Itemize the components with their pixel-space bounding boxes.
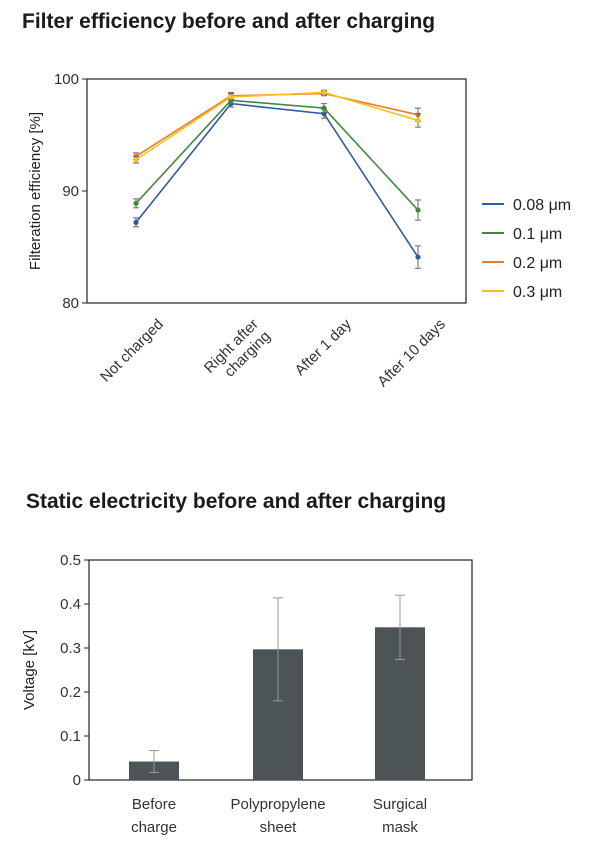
y-axis-label: Filteration efficiency [%] xyxy=(27,112,44,270)
data-point xyxy=(133,200,139,206)
data-point xyxy=(415,207,421,213)
y-tick-label: 0.4 xyxy=(60,596,81,613)
chart-title-filter-efficiency: Filter efficiency before and after charg… xyxy=(22,10,436,33)
y-tick-label: 100 xyxy=(54,71,79,88)
y-tick-label: 0.2 xyxy=(60,684,81,701)
y-tick-label: 0.1 xyxy=(60,728,81,745)
x-tick-label-line: After 10 days xyxy=(374,316,449,391)
x-tick-label: Surgical xyxy=(373,796,427,813)
data-point xyxy=(133,219,139,225)
x-tick-label: After 10 days xyxy=(374,316,449,391)
data-point xyxy=(415,117,421,124)
x-tick-label: Not charged xyxy=(97,316,167,386)
series-line-3 xyxy=(135,91,419,161)
series-line-2 xyxy=(135,92,419,157)
x-tick-label: sheet xyxy=(260,819,298,836)
x-tick-label: After 1 day xyxy=(292,315,356,379)
y-tick-label: 80 xyxy=(62,295,79,312)
legend-label: 0.08 μm xyxy=(513,197,571,214)
chart-title-static-electricity: Static electricity before and after char… xyxy=(26,490,447,513)
data-point xyxy=(321,89,327,96)
y-tick-label: 90 xyxy=(62,183,79,200)
y-tick-label: 0 xyxy=(73,772,81,789)
legend-label: 0.2 μm xyxy=(513,255,562,272)
x-tick-label: Polypropylene xyxy=(230,796,325,813)
series-line-1 xyxy=(135,99,419,211)
data-point xyxy=(133,157,139,163)
legend-label: 0.1 μm xyxy=(513,226,562,243)
legend-label: 0.3 μm xyxy=(513,284,562,301)
x-tick-label: Right aftercharging xyxy=(201,316,274,389)
x-tick-label: mask xyxy=(382,819,418,836)
data-point xyxy=(415,254,421,260)
y-axis-label: Voltage [kV] xyxy=(21,630,38,710)
y-tick-label: 0.5 xyxy=(60,552,81,569)
x-tick-label-line: After 1 day xyxy=(292,315,356,379)
x-tick-label-line: Not charged xyxy=(97,316,167,386)
x-tick-label: Before xyxy=(132,796,176,813)
series-line-0 xyxy=(135,102,419,258)
data-point xyxy=(321,105,327,111)
x-tick-label: charge xyxy=(131,819,177,836)
y-tick-label: 0.3 xyxy=(60,640,81,657)
data-point xyxy=(228,94,234,100)
